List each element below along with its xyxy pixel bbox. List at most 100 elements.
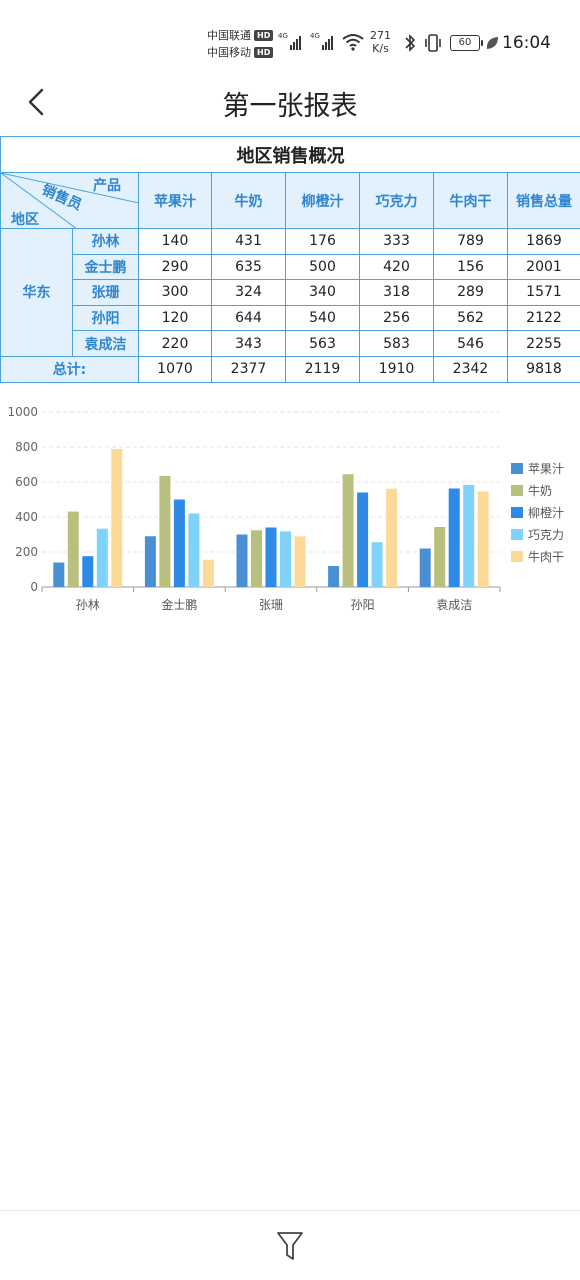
total-cell: 1910 <box>359 355 434 383</box>
salesperson-cell: 孙阳 <box>72 304 139 332</box>
bar <box>419 548 431 587</box>
value-cell: 256 <box>359 304 434 332</box>
value-cell: 120 <box>138 304 212 332</box>
report-title: 地区销售概况 <box>0 136 580 173</box>
table-row: 华东 孙林 140 431 176 333 789 1869 <box>0 228 580 357</box>
y-tick-label: 200 <box>15 545 38 559</box>
bar <box>477 491 489 587</box>
x-tick-label: 金士鹏 <box>161 597 197 612</box>
value-cell: 2001 <box>507 253 580 281</box>
x-tick-label: 孙阳 <box>351 598 375 612</box>
bar-chart: 0 200 400 600 800 1000 孙林 金士鹏 张珊 孙阳 袁成洁 苹果汁 牛奶 柳橙汁 巧克力… <box>0 396 580 626</box>
legend-label: 巧克力 <box>528 528 564 542</box>
column-header: 柳橙汁 <box>285 172 360 229</box>
value-cell: 290 <box>138 253 212 281</box>
bar-chart-svg: 0 200 400 600 800 1000 孙林 金士鹏 张珊 孙阳 袁成洁 苹果汁牛奶柳橙汁巧克力… <box>7 405 564 612</box>
legend-swatch <box>511 507 523 518</box>
value-cell: 540 <box>285 304 360 332</box>
bar <box>236 534 248 587</box>
signal-icon: 4G <box>310 32 333 50</box>
filter-button[interactable] <box>275 1229 305 1263</box>
bar <box>96 528 108 587</box>
value-cell: 289 <box>433 279 508 306</box>
y-tick-label: 800 <box>15 440 38 454</box>
bar <box>463 484 475 587</box>
bar <box>251 530 262 587</box>
column-header: 苹果汁 <box>138 172 212 229</box>
value-cell: 1571 <box>507 279 580 306</box>
y-tick-label: 1000 <box>7 405 38 419</box>
total-cell: 1070 <box>138 355 212 383</box>
legend-swatch <box>511 529 523 540</box>
legend-swatch <box>511 551 523 562</box>
value-cell: 546 <box>433 330 508 357</box>
value-cell: 318 <box>359 279 434 306</box>
corner-product-label: 产品 <box>93 178 121 194</box>
value-cell: 140 <box>138 228 212 255</box>
bar <box>67 511 79 587</box>
y-tick-label: 400 <box>15 510 38 524</box>
region-cell: 华东 <box>0 228 73 357</box>
value-cell: 333 <box>359 228 434 255</box>
total-label: 总计: <box>0 355 139 383</box>
y-tick-label: 0 <box>30 580 38 594</box>
bar <box>434 526 446 587</box>
carrier-1: 中国联通 <box>207 29 251 42</box>
value-cell: 583 <box>359 330 434 357</box>
bluetooth-icon <box>405 34 416 52</box>
bar <box>173 499 185 587</box>
hd-badge: HD <box>254 30 274 41</box>
value-cell: 2122 <box>507 304 580 332</box>
hd-badge: HD <box>254 47 274 58</box>
total-cell: 2377 <box>211 355 286 383</box>
table-row: 张珊 300 324 340 318 289 1571 <box>1 279 580 306</box>
chevron-left-icon <box>28 88 44 116</box>
value-cell: 562 <box>433 304 508 332</box>
app-header: 第一张报表 <box>0 70 580 134</box>
x-tick-label: 袁成洁 <box>436 598 472 612</box>
value-cell: 300 <box>138 279 212 306</box>
bar <box>280 531 291 587</box>
bar <box>386 488 398 587</box>
y-tick-label: 600 <box>15 475 38 489</box>
legend-swatch <box>511 485 523 496</box>
value-cell: 156 <box>433 253 508 281</box>
salesperson-cell: 张珊 <box>72 279 139 306</box>
value-cell: 635 <box>211 253 286 281</box>
column-header: 巧克力 <box>359 172 434 229</box>
total-row: 总计: 1070 2377 2119 1910 2342 9818 <box>0 355 580 383</box>
legend-label: 苹果汁 <box>528 462 564 476</box>
back-button[interactable] <box>18 84 54 120</box>
value-cell: 644 <box>211 304 286 332</box>
net-speed: 271 K/s <box>370 29 391 55</box>
carrier-2: 中国移动 <box>207 46 251 59</box>
legend-label: 牛奶 <box>528 483 552 498</box>
clock: 16:04 <box>502 33 551 53</box>
bar <box>342 474 354 587</box>
column-header: 牛奶 <box>211 172 286 229</box>
total-cell: 2119 <box>285 355 360 383</box>
bar <box>357 492 369 587</box>
bar <box>202 559 214 587</box>
value-cell: 324 <box>211 279 286 306</box>
salesperson-cell: 袁成洁 <box>72 330 139 357</box>
bar <box>265 527 277 587</box>
filter-icon <box>277 1232 303 1260</box>
table-row: 金士鹏 290 635 500 420 156 2001 <box>1 253 580 281</box>
bar <box>144 536 156 587</box>
value-cell: 420 <box>359 253 434 281</box>
column-header: 销售总量 <box>507 172 580 229</box>
bar <box>294 536 306 587</box>
value-cell: 563 <box>285 330 360 357</box>
value-cell: 343 <box>211 330 286 357</box>
bar <box>328 566 340 587</box>
value-cell: 340 <box>285 279 360 306</box>
bar <box>159 475 171 587</box>
value-cell: 2255 <box>507 330 580 357</box>
value-cell: 789 <box>433 228 508 255</box>
salesperson-cell: 金士鹏 <box>72 253 139 281</box>
bar <box>53 562 65 587</box>
legend-label: 柳橙汁 <box>528 505 564 520</box>
page-title: 第一张报表 <box>222 91 358 122</box>
report-table: 地区销售概况 产品 销售员 地区 苹果汁 牛奶 柳橙汁 巧克力 牛肉干 销售总量… <box>0 136 580 383</box>
